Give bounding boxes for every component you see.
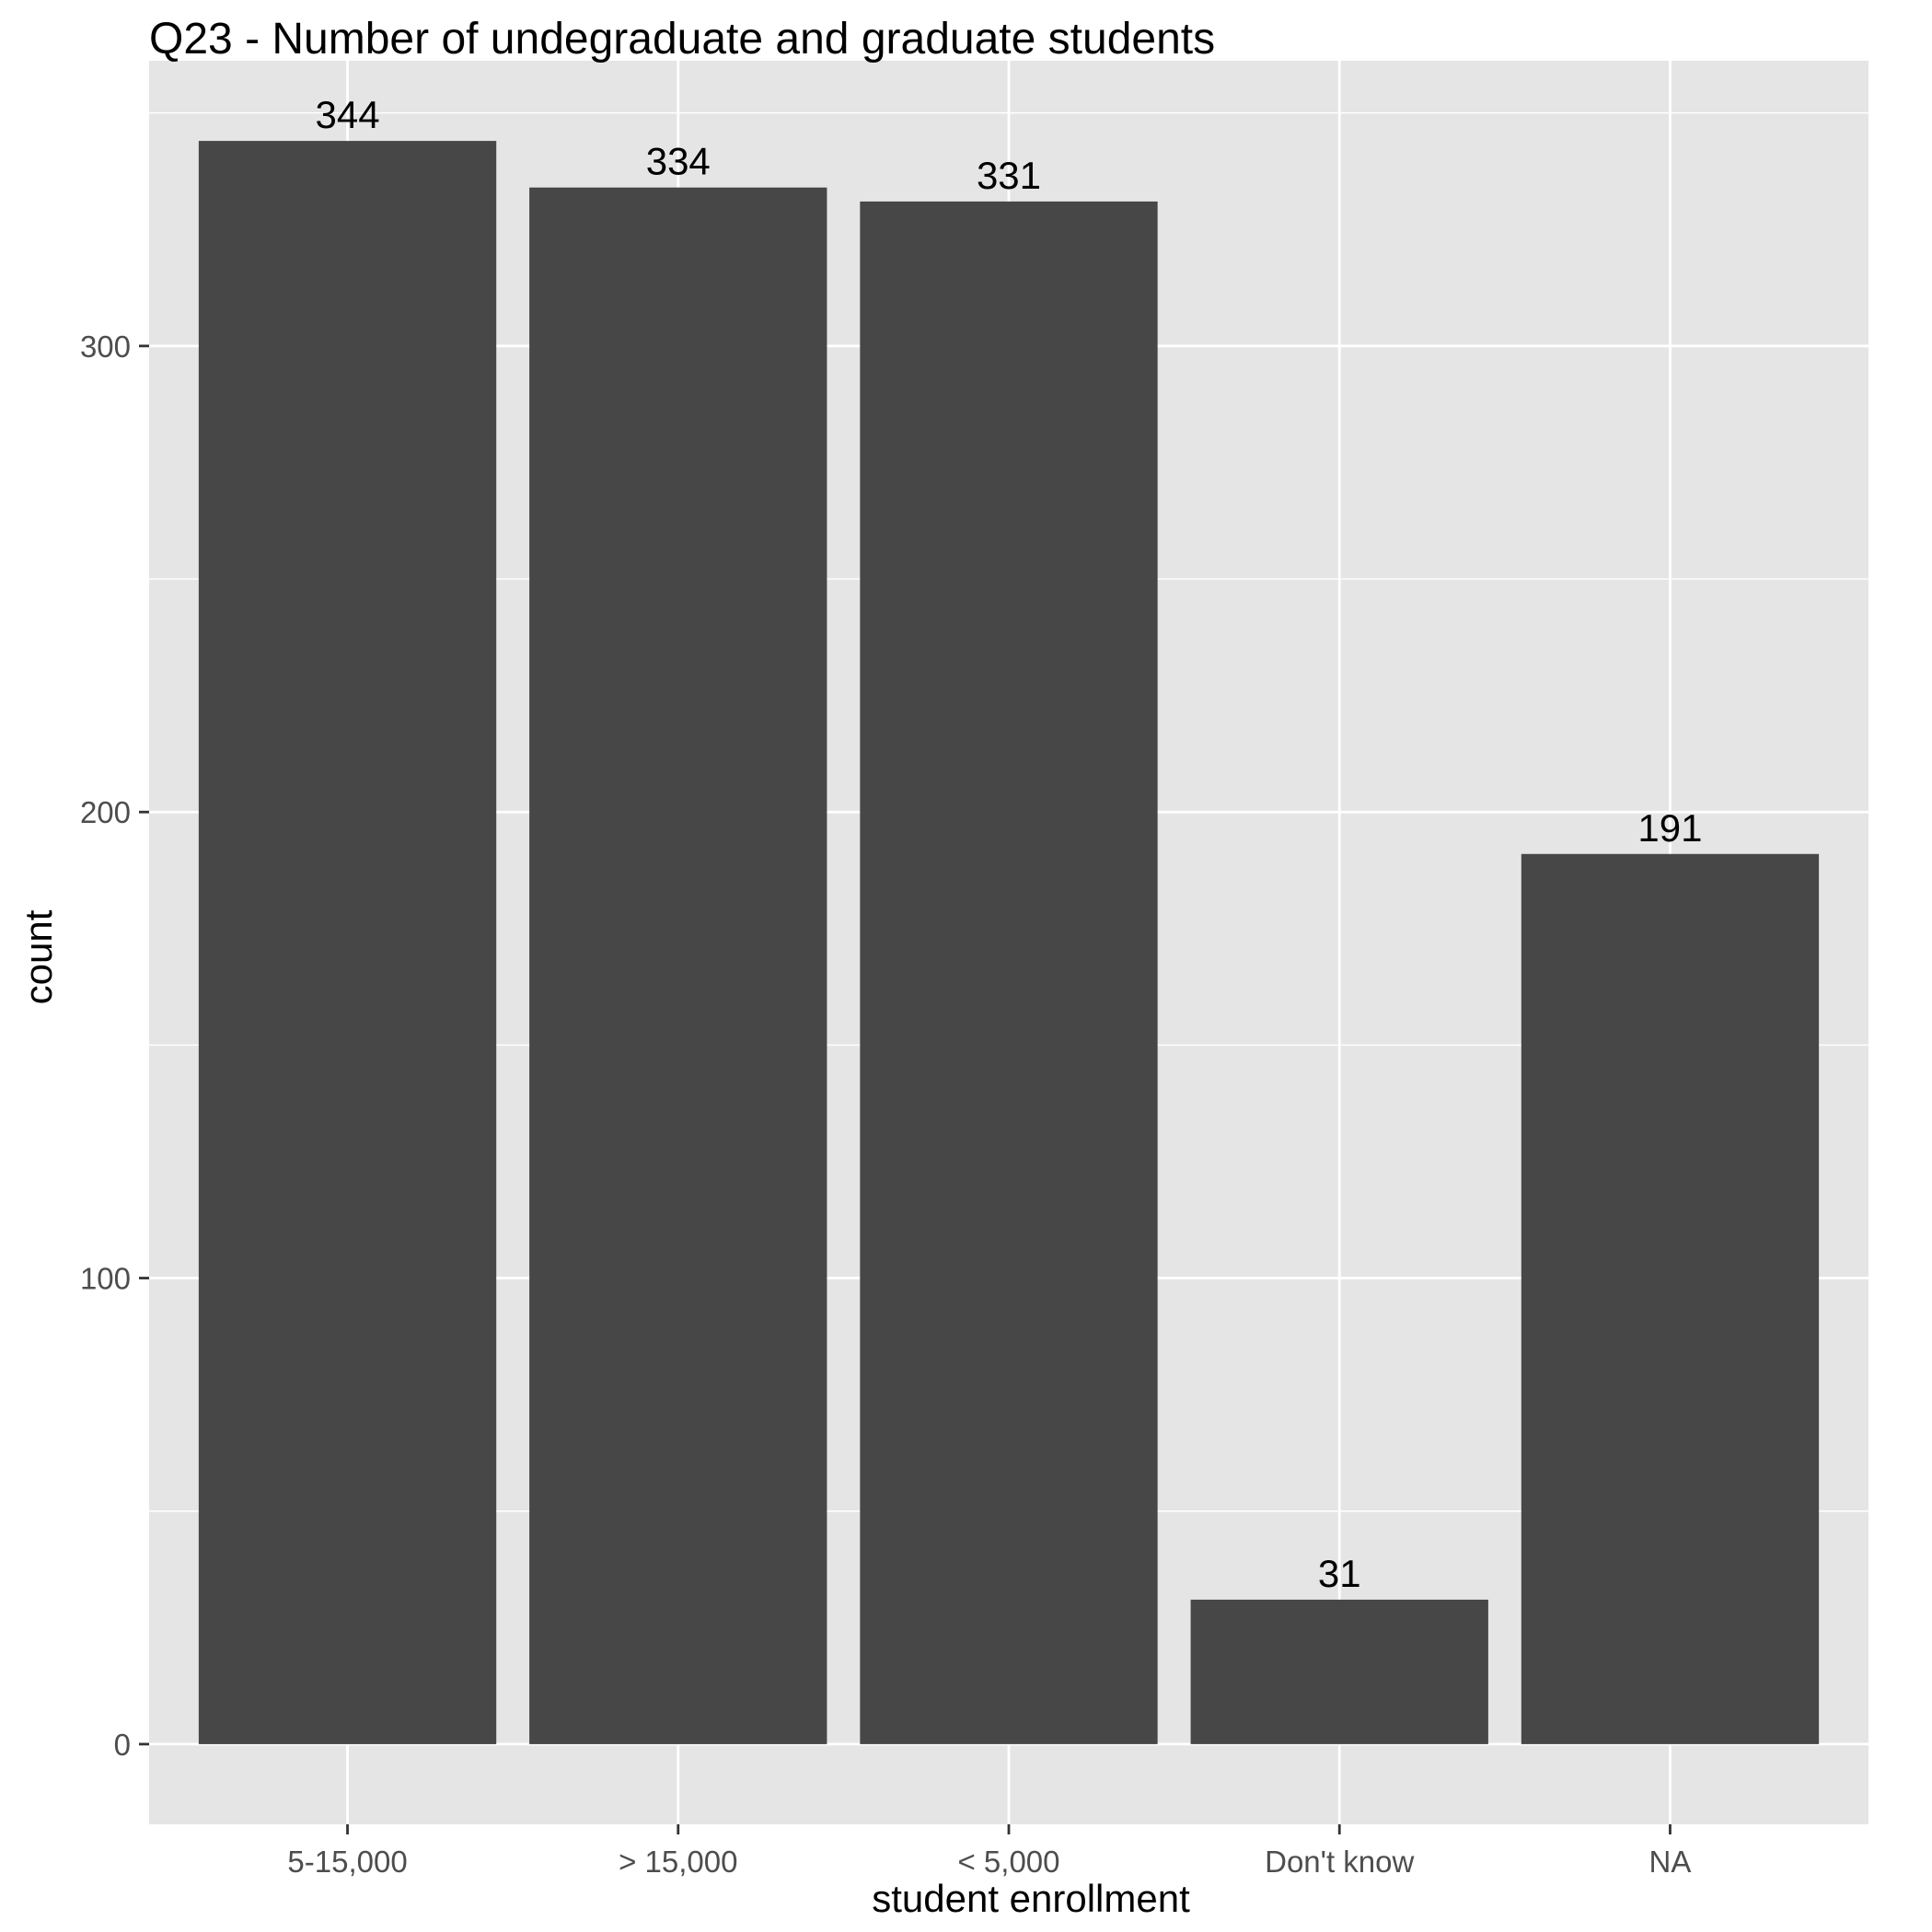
bar bbox=[860, 201, 1158, 1744]
y-tick-label: 200 bbox=[80, 795, 131, 829]
y-tick-label: 100 bbox=[80, 1262, 131, 1296]
x-tick-label: NA bbox=[1649, 1845, 1692, 1879]
bars bbox=[198, 141, 1820, 1744]
x-axis: 5-15,000 > 15,000 < 5,000 Don't know NA bbox=[287, 1824, 1691, 1879]
bar bbox=[1190, 1599, 1488, 1744]
x-tick-label: > 15,000 bbox=[619, 1845, 737, 1879]
bar-value-label: 191 bbox=[1637, 806, 1702, 850]
chart-title: Q23 - Number of undegraduate and graduat… bbox=[149, 15, 1215, 64]
x-tick-label: < 5,000 bbox=[957, 1845, 1059, 1879]
y-tick-label: 300 bbox=[80, 330, 131, 364]
bar bbox=[198, 141, 497, 1744]
bar-value-label: 331 bbox=[977, 154, 1041, 197]
bar-value-label: 344 bbox=[315, 93, 379, 136]
bar-value-labels: 344 334 331 31 191 bbox=[315, 93, 1702, 1595]
y-axis: 0 100 200 300 bbox=[80, 330, 149, 1762]
bar bbox=[1521, 853, 1820, 1744]
x-tick-label: 5-15,000 bbox=[287, 1845, 407, 1879]
y-tick-label: 0 bbox=[114, 1728, 131, 1762]
y-axis-title: count bbox=[17, 909, 60, 1004]
bar-value-label: 31 bbox=[1318, 1552, 1361, 1595]
x-axis-title: student enrollment bbox=[872, 1877, 1190, 1920]
bar-value-label: 334 bbox=[646, 140, 711, 183]
x-tick-label: Don't know bbox=[1265, 1845, 1414, 1879]
bar bbox=[529, 187, 827, 1744]
